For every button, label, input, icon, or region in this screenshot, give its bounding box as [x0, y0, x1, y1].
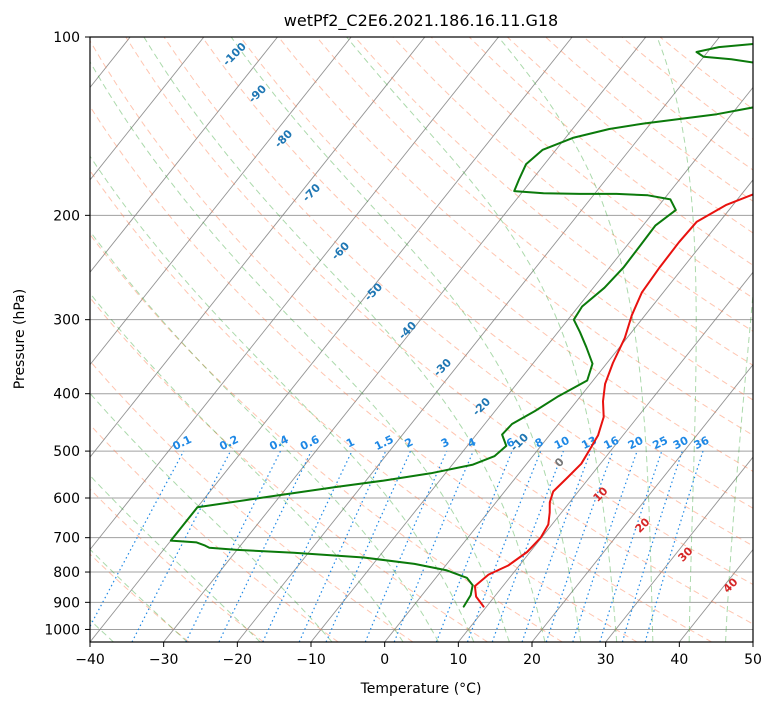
y-tick-label: 900: [53, 595, 80, 611]
x-tick-label: 0: [380, 652, 389, 668]
y-tick-label: 200: [53, 208, 80, 224]
y-axis-title: Pressure (hPa): [12, 289, 28, 389]
y-tick-label: 800: [53, 565, 80, 581]
y-tick-label: 1000: [44, 622, 80, 638]
x-tick-label: 10: [449, 652, 467, 668]
y-tick-label: 300: [53, 313, 80, 329]
x-tick-label: 30: [597, 652, 615, 668]
x-tick-label: −30: [149, 652, 179, 668]
x-tick-label: −20: [223, 652, 253, 668]
y-tick-label: 100: [53, 30, 80, 46]
x-tick-label: 50: [744, 652, 762, 668]
x-tick-label: −40: [75, 652, 105, 668]
x-tick-label: 20: [523, 652, 541, 668]
x-axis-title: Temperature (°C): [360, 681, 482, 697]
chart-title: wetPf2_C2E6.2021.186.16.11.G18: [284, 11, 558, 31]
x-tick-label: 40: [670, 652, 688, 668]
y-tick-label: 700: [53, 531, 80, 547]
y-tick-label: 400: [53, 387, 80, 403]
x-tick-label: −10: [296, 652, 326, 668]
y-tick-label: 500: [53, 444, 80, 460]
y-tick-label: 600: [53, 491, 80, 507]
